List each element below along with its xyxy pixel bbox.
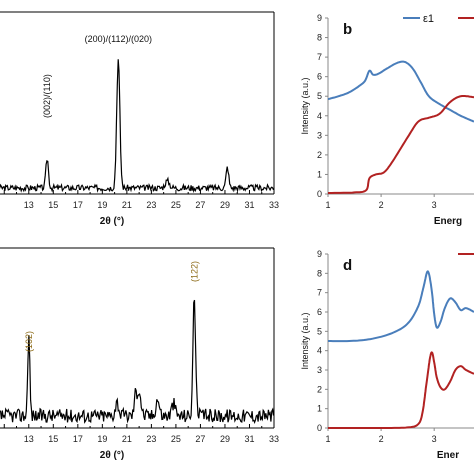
series-line-0 bbox=[0, 59, 275, 194]
y-tick-label: 3 bbox=[317, 130, 322, 140]
series-line-1 bbox=[328, 95, 474, 194]
peak-annotation: (200)/(112)/(020) bbox=[85, 34, 152, 44]
y-tick-label: 8 bbox=[317, 33, 322, 43]
x-tick-label: 13 bbox=[24, 434, 34, 444]
y-tick-label: 7 bbox=[317, 288, 322, 298]
x-tick-label: 19 bbox=[97, 434, 107, 444]
y-tick-label: 9 bbox=[317, 249, 322, 259]
x-axis-label: Energ bbox=[434, 216, 462, 227]
x-tick-label: 29 bbox=[220, 434, 230, 444]
x-tick-label: 33 bbox=[269, 200, 279, 210]
y-axis-label: Intensity (a.u.) bbox=[300, 77, 310, 134]
peak-annotation: (122) bbox=[189, 261, 199, 282]
x-tick-label: 2 bbox=[379, 200, 384, 210]
series-line-1 bbox=[328, 351, 474, 429]
peak-annotation: (102) bbox=[24, 331, 34, 352]
x-tick-label: 3 bbox=[432, 434, 437, 444]
panel-label: d bbox=[343, 257, 352, 274]
y-tick-label: 1 bbox=[317, 404, 322, 414]
panel-c: 13 15 17 19 21 23 25 27 29 31 33 2θ (°) (102) (122) bbox=[0, 247, 279, 461]
x-tick-label: 17 bbox=[73, 434, 83, 444]
series-line-0 bbox=[0, 299, 275, 424]
series-line-0 bbox=[328, 60, 474, 123]
y-tick-label: 0 bbox=[317, 423, 322, 433]
x-tick-label: 21 bbox=[122, 200, 132, 210]
y-tick-label: 2 bbox=[317, 384, 322, 394]
y-axis-label: Intensity (a.u.) bbox=[300, 312, 310, 369]
y-tick-label: 1 bbox=[317, 169, 322, 179]
x-tick-label: 27 bbox=[195, 200, 205, 210]
x-tick-label: 25 bbox=[171, 434, 181, 444]
x-tick-label: 15 bbox=[48, 434, 58, 444]
y-tick-label: 6 bbox=[317, 72, 322, 82]
x-tick-label: 31 bbox=[244, 434, 254, 444]
x-tick-label: 3 bbox=[432, 200, 437, 210]
x-tick-label: 19 bbox=[97, 200, 107, 210]
x-tick-label: 23 bbox=[146, 434, 156, 444]
y-tick-label: 2 bbox=[317, 150, 322, 160]
legend-label: ε1 bbox=[423, 13, 434, 25]
x-axis-label: 2θ (°) bbox=[100, 450, 124, 461]
y-tick-label: 4 bbox=[317, 346, 322, 356]
x-tick-label: 21 bbox=[122, 434, 132, 444]
panel-label: b bbox=[343, 21, 352, 38]
x-tick-label: 2 bbox=[379, 434, 384, 444]
x-tick-label: 1 bbox=[325, 200, 330, 210]
y-tick-label: 8 bbox=[317, 268, 322, 278]
x-tick-label: 13 bbox=[24, 200, 34, 210]
peak-annotation: (002)/(110) bbox=[42, 74, 52, 118]
y-tick-label: 9 bbox=[317, 13, 322, 23]
x-tick-label: 31 bbox=[244, 200, 254, 210]
y-tick-label: 5 bbox=[317, 326, 322, 336]
series-line-0 bbox=[328, 270, 474, 343]
y-tick-label: 0 bbox=[317, 189, 322, 199]
x-tick-label: 27 bbox=[195, 434, 205, 444]
x-tick-label: 33 bbox=[269, 434, 279, 444]
x-tick-label: 15 bbox=[48, 200, 58, 210]
x-axis-label: Ener bbox=[437, 450, 459, 461]
x-tick-label: 23 bbox=[146, 200, 156, 210]
y-tick-label: 4 bbox=[317, 111, 322, 121]
x-tick-label: 25 bbox=[171, 200, 181, 210]
x-tick-label: 29 bbox=[220, 200, 230, 210]
y-tick-label: 7 bbox=[317, 52, 322, 62]
y-tick-label: 6 bbox=[317, 307, 322, 317]
y-tick-label: 3 bbox=[317, 365, 322, 375]
y-tick-label: 5 bbox=[317, 91, 322, 101]
x-tick-label: 17 bbox=[73, 200, 83, 210]
x-axis-label: 2θ (°) bbox=[100, 216, 124, 227]
panel-a: 13 15 17 19 21 23 25 27 29 31 33 2θ (°) (002)/(110) (… bbox=[0, 11, 279, 227]
x-tick-label: 1 bbox=[325, 434, 330, 444]
